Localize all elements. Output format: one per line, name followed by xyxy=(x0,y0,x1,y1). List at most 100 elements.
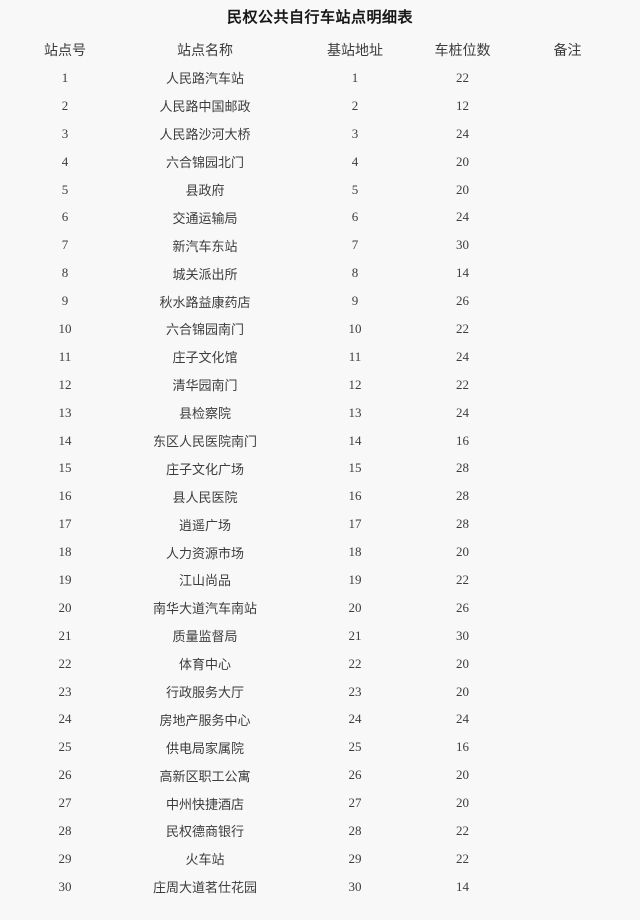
cell-base-address: 7 xyxy=(351,237,359,253)
cell-pile-count: 28 xyxy=(456,516,469,532)
cell-pile-count: 24 xyxy=(456,348,469,364)
cell-station-no: 15 xyxy=(58,460,72,476)
cell-station-no: 10 xyxy=(58,320,72,336)
cell-station-no: 6 xyxy=(61,209,69,225)
cell-pile-count: 14 xyxy=(456,878,469,894)
cell-pile-count: 16 xyxy=(456,739,469,755)
cell-station-name: 交通运输局 xyxy=(172,210,238,226)
cell-station-no: 7 xyxy=(61,237,69,253)
cell-station-no: 30 xyxy=(58,878,72,894)
cell-base-address: 11 xyxy=(348,348,362,364)
cell-remark xyxy=(495,482,640,510)
cell-station-name: 新汽车东站 xyxy=(172,238,238,254)
table-row: 22 体育中心 22 20 xyxy=(0,650,640,678)
cell-pile-count: 22 xyxy=(456,571,469,587)
cell-remark xyxy=(495,92,640,120)
table-row: 26 高新区职工公寓 26 20 xyxy=(0,761,640,789)
cell-station-no: 14 xyxy=(58,432,72,448)
cell-base-address: 4 xyxy=(351,153,359,169)
cell-base-address: 8 xyxy=(351,265,359,281)
cell-remark xyxy=(495,510,640,538)
station-table: 站点号 站点名称 基站地址 车桩位数 备注 1 人民路汽车站 1 22 2 人民路中国邮政… xyxy=(0,36,640,901)
cell-pile-count: 24 xyxy=(456,209,469,225)
cell-base-address: 19 xyxy=(348,571,362,587)
cell-remark xyxy=(495,650,640,678)
cell-pile-count: 24 xyxy=(456,125,469,141)
table-row: 30 庄周大道茗仕花园 30 14 xyxy=(0,873,640,901)
table-row: 23 行政服务大厅 23 20 xyxy=(0,678,640,706)
cell-remark xyxy=(495,287,640,315)
cell-remark xyxy=(495,622,640,650)
cell-remark xyxy=(495,427,640,455)
table-row: 16 县人民医院 16 28 xyxy=(0,482,640,510)
cell-station-name: 火车站 xyxy=(185,852,225,868)
cell-station-name: 供电局家属院 xyxy=(165,740,244,756)
cell-station-no: 25 xyxy=(58,739,72,755)
cell-station-name: 庄子文化广场 xyxy=(165,461,244,477)
cell-station-no: 29 xyxy=(58,850,72,866)
cell-station-no: 2 xyxy=(61,97,69,113)
table-row: 17 逍遥广场 17 28 xyxy=(0,510,640,538)
cell-station-name: 逍遥广场 xyxy=(178,517,231,533)
cell-remark xyxy=(495,399,640,427)
cell-pile-count: 14 xyxy=(456,265,469,281)
table-row: 1 人民路汽车站 1 22 xyxy=(0,64,640,92)
cell-station-name: 人民路汽车站 xyxy=(165,71,244,87)
cell-remark xyxy=(495,817,640,845)
cell-station-no: 24 xyxy=(58,711,72,727)
cell-station-name: 人民路沙河大桥 xyxy=(159,127,251,143)
header-station-name: 站点名称 xyxy=(177,44,233,59)
cell-pile-count: 22 xyxy=(456,320,469,336)
cell-station-name: 秋水路益康药店 xyxy=(159,294,251,310)
cell-station-no: 27 xyxy=(58,795,72,811)
cell-pile-count: 20 xyxy=(456,795,469,811)
table-row: 15 庄子文化广场 15 28 xyxy=(0,454,640,482)
cell-pile-count: 20 xyxy=(456,181,469,197)
cell-pile-count: 12 xyxy=(456,97,469,113)
table-row: 24 房地产服务中心 24 24 xyxy=(0,705,640,733)
cell-base-address: 10 xyxy=(348,320,362,336)
table-row: 2 人民路中国邮政 2 12 xyxy=(0,92,640,120)
cell-pile-count: 20 xyxy=(456,544,469,560)
cell-pile-count: 20 xyxy=(456,683,469,699)
cell-station-name: 人民路中国邮政 xyxy=(159,99,251,115)
cell-station-name: 六合锦园南门 xyxy=(165,322,244,338)
cell-base-address: 18 xyxy=(348,544,362,560)
cell-pile-count: 22 xyxy=(456,69,469,85)
table-row: 25 供电局家属院 25 16 xyxy=(0,733,640,761)
table-row: 21 质量监督局 21 30 xyxy=(0,622,640,650)
cell-remark xyxy=(495,371,640,399)
cell-station-name: 庄子文化馆 xyxy=(172,350,238,366)
cell-remark xyxy=(495,176,640,204)
header-remark: 备注 xyxy=(553,44,582,59)
cell-base-address: 14 xyxy=(348,432,362,448)
table-row: 19 江山尚品 19 22 xyxy=(0,566,640,594)
cell-station-no: 26 xyxy=(58,767,72,783)
cell-remark xyxy=(495,231,640,259)
cell-remark xyxy=(495,148,640,176)
cell-station-name: 房地产服务中心 xyxy=(159,712,251,728)
header-base-address: 基站地址 xyxy=(327,44,383,59)
cell-base-address: 6 xyxy=(351,209,359,225)
cell-remark xyxy=(495,259,640,287)
cell-remark xyxy=(495,120,640,148)
cell-pile-count: 16 xyxy=(456,432,469,448)
cell-pile-count: 20 xyxy=(456,153,469,169)
table-row: 8 城关派出所 8 14 xyxy=(0,259,640,287)
cell-pile-count: 30 xyxy=(456,237,469,253)
cell-remark xyxy=(495,343,640,371)
cell-base-address: 3 xyxy=(351,125,359,141)
cell-station-no: 13 xyxy=(58,404,72,420)
cell-station-name: 东区人民医院南门 xyxy=(152,434,257,450)
cell-station-name: 江山尚品 xyxy=(178,573,231,589)
cell-remark xyxy=(495,64,640,92)
cell-station-name: 行政服务大厅 xyxy=(165,685,244,701)
cell-station-no: 20 xyxy=(58,599,72,615)
cell-pile-count: 22 xyxy=(456,376,469,392)
cell-base-address: 25 xyxy=(348,739,362,755)
cell-station-no: 11 xyxy=(58,348,72,364)
table-row: 9 秋水路益康药店 9 26 xyxy=(0,287,640,315)
cell-station-no: 23 xyxy=(58,683,72,699)
cell-station-name: 民权德商银行 xyxy=(165,824,244,840)
cell-remark xyxy=(495,454,640,482)
